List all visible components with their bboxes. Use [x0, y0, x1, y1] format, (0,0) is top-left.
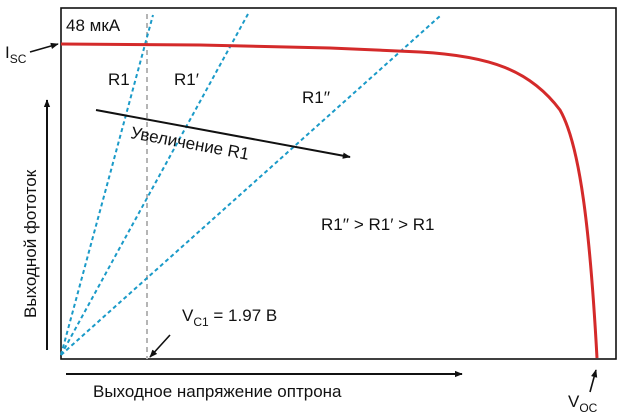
increase-arrow	[95, 109, 351, 159]
isc-pointer-arrow	[29, 42, 59, 53]
isc-label: ISC	[5, 43, 27, 66]
vc1-label-sub: C1	[193, 315, 209, 329]
voc-pointer-arrow	[589, 369, 598, 393]
load-line-r1-prime	[60, 13, 249, 356]
increase-label: Увеличение R1	[129, 123, 251, 164]
load-line-r1-double-prime	[60, 15, 441, 356]
x-axis-label: Выходное напряжение оптрона	[93, 382, 342, 401]
r1-label: R1	[108, 70, 130, 89]
load-line-r1	[60, 14, 154, 356]
voc-label: VOC	[568, 392, 598, 415]
voc-label-sub: OC	[579, 401, 597, 415]
r1-double-prime-label: R1′′	[302, 88, 330, 107]
vc1-pointer-arrow	[149, 334, 171, 358]
y-axis-label: Выходной фототок	[21, 169, 40, 318]
relation-label: R1′′ > R1′ > R1	[321, 215, 435, 234]
isc-label-sub: SC	[10, 52, 27, 66]
voc-label-main: V	[568, 392, 580, 411]
plot-frame	[60, 7, 617, 360]
vc1-label-main: V	[182, 306, 194, 325]
r1-prime-label: R1′	[174, 70, 199, 89]
photocurrent-curve	[60, 42, 599, 359]
vc1-label-value: = 1.97 В	[209, 306, 278, 325]
isc-label-main: I	[5, 43, 10, 62]
current-value-label: 48 мкА	[66, 16, 121, 35]
vc1-label: VC1 = 1.97 В	[182, 306, 277, 329]
